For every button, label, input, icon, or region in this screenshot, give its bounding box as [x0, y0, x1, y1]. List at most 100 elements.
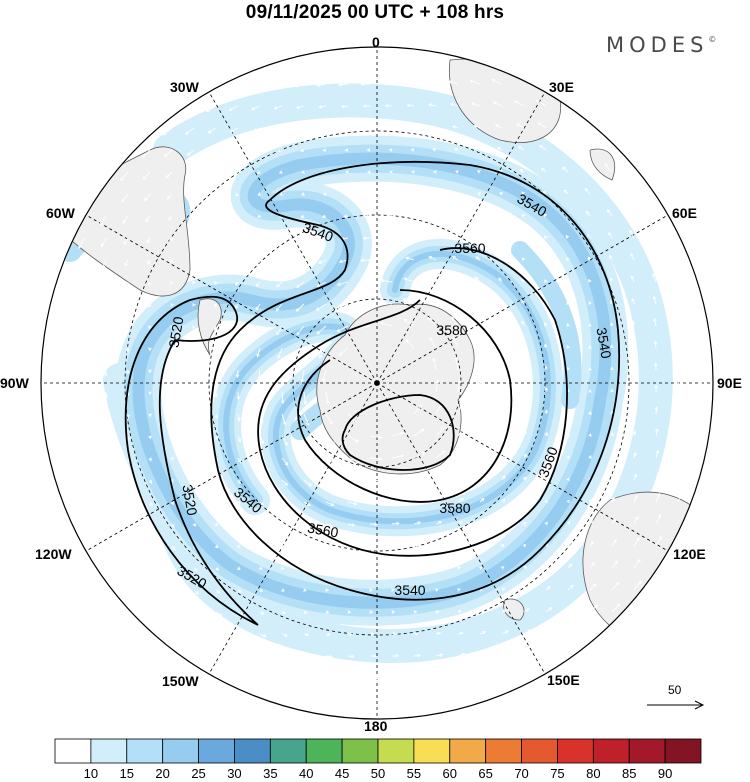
colorbar-tick: 70: [514, 766, 529, 781]
wind-vector: [369, 588, 373, 592]
wind-vector: [316, 325, 327, 335]
wind-vector: [325, 632, 332, 637]
wind-vector: [369, 632, 375, 636]
wind-vector: [191, 236, 196, 241]
wind-vector: [259, 588, 264, 592]
wind-vector: [581, 142, 591, 151]
wind-vector: [633, 516, 639, 525]
wind-vector: [588, 367, 592, 371]
wind-vector: [675, 337, 680, 349]
wind-vector: [171, 567, 177, 574]
wind-vector: [315, 303, 327, 311]
wind-vector: [79, 259, 85, 271]
wind-vector: [544, 499, 548, 504]
wind-vector: [413, 566, 418, 570]
wind-vector: [391, 566, 396, 570]
wind-vector: [496, 147, 503, 151]
wind-vector: [214, 281, 218, 285]
wind-vector: [610, 322, 614, 327]
wind-vector: [475, 256, 481, 261]
wind-vector: [253, 127, 261, 132]
wind-vector: [544, 477, 548, 481]
wind-vector: [170, 456, 174, 461]
wind-vector: [347, 566, 352, 570]
wind-vector: [147, 281, 152, 287]
wind-vector: [281, 457, 289, 466]
wind-vector: [325, 479, 336, 486]
wind-vector: [521, 235, 526, 240]
colorbar-tick: 20: [155, 766, 170, 781]
wind-vector: [298, 126, 305, 131]
wind-vector: [611, 496, 615, 503]
wind-vector: [391, 521, 400, 526]
wind-vector: [479, 426, 485, 437]
wind-vector: [410, 192, 415, 196]
wind-vector: [344, 192, 349, 196]
wind-vector: [501, 587, 506, 592]
wind-vector: [588, 300, 592, 305]
colorbar-tick: 50: [370, 766, 386, 781]
wind-vector: [228, 105, 239, 111]
wind-vector: [362, 236, 371, 241]
wind-vector: [369, 478, 383, 483]
colorbar-swatch: [413, 738, 451, 764]
wind-vector: [674, 293, 679, 305]
wind-vector: [391, 632, 397, 636]
wind-vector: [148, 391, 152, 396]
wind-vector: [83, 435, 87, 446]
wind-vector: [122, 215, 129, 225]
contour-3580: [297, 289, 513, 503]
wind-vector: [457, 497, 465, 503]
wind-vector: [633, 473, 638, 481]
wind-vector: [457, 402, 464, 415]
wind-vector: [102, 281, 107, 291]
wind-vector: [523, 608, 530, 613]
wind-vector: [303, 544, 308, 549]
wind-vector: [563, 189, 569, 195]
lon-label-60e: 60E: [672, 205, 697, 221]
modes-logo: MODES©: [606, 33, 716, 57]
wind-vector: [281, 523, 287, 527]
wind-vector: [479, 631, 487, 635]
wind-vector: [391, 476, 404, 481]
wind-vector: [325, 699, 338, 704]
wind-vector: [235, 236, 240, 241]
wind-vector: [303, 413, 310, 426]
wind-vector: [235, 259, 240, 263]
wind-vector: [296, 281, 305, 288]
wind-vector: [259, 633, 267, 638]
wind-vector: [104, 435, 109, 444]
wind-vector: [477, 214, 482, 218]
map-title: 09/11/2025 00 UTC + 108 hrs: [245, 2, 505, 23]
wind-vector: [319, 237, 327, 241]
wind-vector: [379, 321, 393, 327]
wind-vector: [249, 83, 261, 89]
lon-label-150e: 150E: [547, 672, 580, 688]
wind-vector: [127, 545, 134, 554]
wind-vector: [491, 79, 503, 85]
wind-vector: [379, 300, 393, 305]
wind-vector: [281, 677, 293, 683]
wind-vector: [435, 610, 440, 614]
wind-vector: [237, 589, 242, 593]
wind-vector: [391, 454, 405, 459]
wind-vector: [61, 457, 66, 470]
wind-vector: [236, 501, 241, 505]
wind-vector: [58, 325, 63, 338]
wind-vector: [293, 83, 305, 88]
wind-vector: [633, 451, 637, 459]
contour-3560: [257, 247, 568, 557]
wind-vector: [171, 545, 176, 551]
wind-vector: [281, 479, 289, 486]
wind-vector: [479, 497, 485, 503]
wind-vector: [347, 610, 352, 614]
wind-vector: [192, 435, 196, 440]
wind-vector: [611, 518, 616, 525]
wind-vector: [276, 259, 283, 264]
wind-vector: [499, 214, 504, 218]
wind-vector: [126, 369, 130, 375]
wind-vector: [192, 522, 197, 527]
wind-vector: [523, 629, 532, 635]
meridian-210: [208, 382, 378, 675]
wind-vector: [121, 193, 129, 203]
